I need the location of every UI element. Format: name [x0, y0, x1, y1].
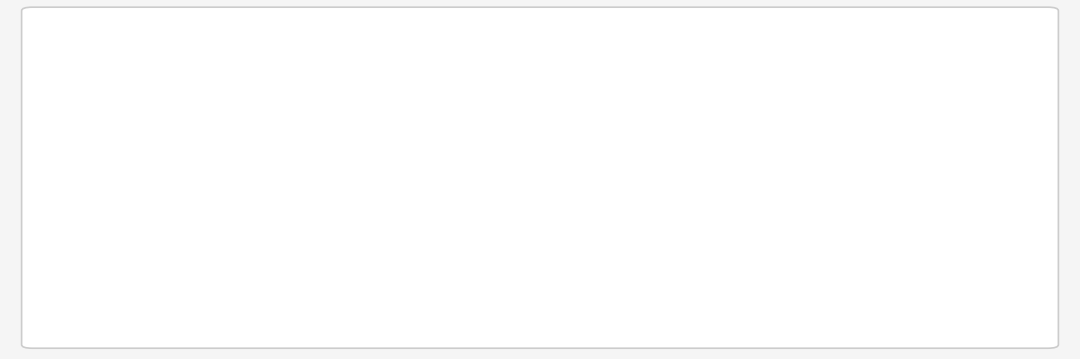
Text: 2 inputs of 2 other CMOS NAND gates, which have a total gate capacitance C$_G$ =: 2 inputs of 2 other CMOS NAND gates, whi… — [38, 169, 866, 192]
Circle shape — [36, 300, 70, 313]
Text: (a) depends on the pull-up resistor.: (a) depends on the pull-up resistor. — [81, 235, 410, 253]
Text: (d) 4 times higher.: (d) 4 times higher. — [81, 328, 254, 347]
Text: (c) 400 ps.: (c) 400 ps. — [81, 298, 181, 316]
Circle shape — [36, 270, 70, 283]
Text: (b) 1.6 ns.: (b) 1.6 ns. — [81, 267, 177, 286]
Text: [0022]: [0022] — [881, 27, 922, 37]
Circle shape — [36, 331, 70, 344]
Text: The propagation time from input to output for a CMOS NAND gate with 2 inputs whe: The propagation time from input to outpu… — [38, 57, 942, 76]
Circle shape — [36, 238, 70, 251]
Circle shape — [44, 334, 62, 341]
Text: load capacitance C$_L$ = 0.2 fF is t$_p$ = 200 ps. Which is the propagation time: load capacitance C$_L$ = 0.2 fF is t$_p$… — [38, 113, 967, 139]
